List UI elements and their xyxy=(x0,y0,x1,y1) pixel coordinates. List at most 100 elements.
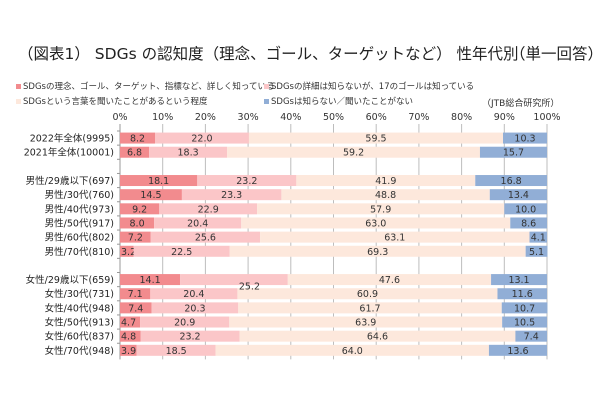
data-label: 8.0 xyxy=(130,218,145,229)
data-label: 8.6 xyxy=(521,218,536,229)
bar-segment xyxy=(260,231,530,243)
bar-segment xyxy=(491,274,547,286)
bar-segment xyxy=(257,203,505,215)
legend-swatch-3 xyxy=(264,99,269,104)
data-label: 4.7 xyxy=(121,318,136,329)
bar-segment xyxy=(502,316,547,328)
bar-segment xyxy=(120,189,182,201)
bar-segment xyxy=(503,132,547,144)
bar-segment xyxy=(515,330,547,342)
bar-segment xyxy=(479,146,547,158)
bar-segment xyxy=(475,175,547,187)
data-label: 22.9 xyxy=(198,204,219,215)
data-label: 3.2 xyxy=(121,247,136,258)
data-label: 20.3 xyxy=(184,303,205,314)
bar-segment xyxy=(281,189,490,201)
data-label: 25.6 xyxy=(195,233,216,244)
bar-segment xyxy=(227,146,480,158)
data-label: 5.1 xyxy=(529,247,544,258)
bar-segment xyxy=(120,245,134,257)
bar-segment xyxy=(296,175,476,187)
bar-segment xyxy=(287,274,492,286)
data-label: 18.1 xyxy=(148,176,169,187)
bar-segment xyxy=(150,231,261,243)
data-label: 3.9 xyxy=(121,346,136,357)
legend-item-2: SDGsという言葉を聞いたことがあるという程度 xyxy=(16,95,207,107)
data-label: 20.4 xyxy=(183,289,204,300)
bar-segment xyxy=(229,316,503,328)
data-label: 9.2 xyxy=(132,204,147,215)
data-label: 10.5 xyxy=(514,318,535,329)
category-label: 女性/40代(948) xyxy=(45,302,114,314)
bar-segment xyxy=(504,203,547,215)
source-note: （JTB総合研究所） xyxy=(482,99,560,109)
data-label: 23.3 xyxy=(221,190,242,201)
bar-segment xyxy=(120,217,155,229)
bar-segment xyxy=(120,203,160,215)
category-label: 女性/70代(948) xyxy=(45,345,114,357)
data-label: 4.1 xyxy=(531,233,546,244)
bar-segment xyxy=(229,245,526,257)
bar-segment xyxy=(241,217,511,229)
bar-segment xyxy=(120,146,150,158)
legend-label-0: SDGsの理念、ゴール、ターゲット、指標など、詳しく知っている xyxy=(23,82,275,92)
bar-segment xyxy=(180,274,288,286)
bar-segment xyxy=(154,217,242,229)
bar-segment xyxy=(140,330,240,342)
data-label: 10.0 xyxy=(515,204,536,215)
legend-label-1: SDGsの詳細は知らないが、17のゴールは知っている xyxy=(271,82,475,92)
data-label: 63.1 xyxy=(384,233,405,244)
bar-segment xyxy=(488,344,547,356)
category-label: 男性/29歳以下(697) xyxy=(26,175,114,187)
bar-segment xyxy=(155,132,249,144)
data-label: 63.9 xyxy=(355,318,376,329)
data-label: 22.0 xyxy=(191,134,212,145)
data-label: 8.2 xyxy=(130,134,145,145)
data-label: 13.1 xyxy=(508,275,529,286)
data-label: 59.5 xyxy=(365,134,386,145)
data-label: 59.2 xyxy=(343,148,364,159)
category-label: 女性/30代(731) xyxy=(45,288,114,300)
bar-segment xyxy=(120,330,141,342)
data-label: 61.7 xyxy=(359,303,380,314)
legend-item-3: SDGsは知らない／聞いたことがない xyxy=(264,95,413,107)
category-label: 女性/60代(837) xyxy=(45,331,114,343)
data-label-annotation: 25.2 xyxy=(239,282,260,293)
data-label: 60.9 xyxy=(357,289,378,300)
data-label: 7.4 xyxy=(524,332,539,343)
bar-segment xyxy=(489,189,547,201)
bar-segment xyxy=(239,330,516,342)
data-label: 10.3 xyxy=(514,134,535,145)
data-label: 14.5 xyxy=(140,190,161,201)
legend-item-1: SDGsの詳細は知らないが、17のゴールは知っている xyxy=(264,80,474,92)
legend-label-3: SDGsは知らない／聞いたことがない xyxy=(271,97,413,107)
bar-segment xyxy=(197,175,297,187)
x-tick-label: 0% xyxy=(112,112,127,123)
data-label: 16.8 xyxy=(501,176,522,187)
legend-swatch-2 xyxy=(16,99,21,104)
legend-swatch-0 xyxy=(16,84,21,89)
bar-segment xyxy=(237,288,498,300)
bar-segment xyxy=(120,231,151,243)
bar-segment xyxy=(150,288,238,300)
data-label: 13.6 xyxy=(507,346,528,357)
data-label: 64.6 xyxy=(367,332,388,343)
bar-segment xyxy=(120,175,198,187)
x-tick-label: 60% xyxy=(366,112,387,123)
x-tick-label: 10% xyxy=(152,112,173,123)
data-label: 22.5 xyxy=(171,247,192,258)
bar-segment xyxy=(525,245,548,257)
data-label: 41.9 xyxy=(375,176,396,187)
bar-segment xyxy=(140,316,230,328)
bar-segment xyxy=(497,288,547,300)
x-tick-label: 80% xyxy=(451,112,472,123)
data-label: 18.5 xyxy=(166,346,187,357)
data-label: 14.1 xyxy=(140,275,161,286)
bar-segment xyxy=(151,302,239,314)
chart-title: （図表1） SDGs の認知度（理念、ゴール、ターゲットなど） 性年代別 xyxy=(18,45,519,63)
data-label: 7.2 xyxy=(128,233,143,244)
data-label: 11.6 xyxy=(512,289,533,300)
chart-subtitle: （単一回答） xyxy=(510,45,600,63)
bar-segment xyxy=(149,146,228,158)
